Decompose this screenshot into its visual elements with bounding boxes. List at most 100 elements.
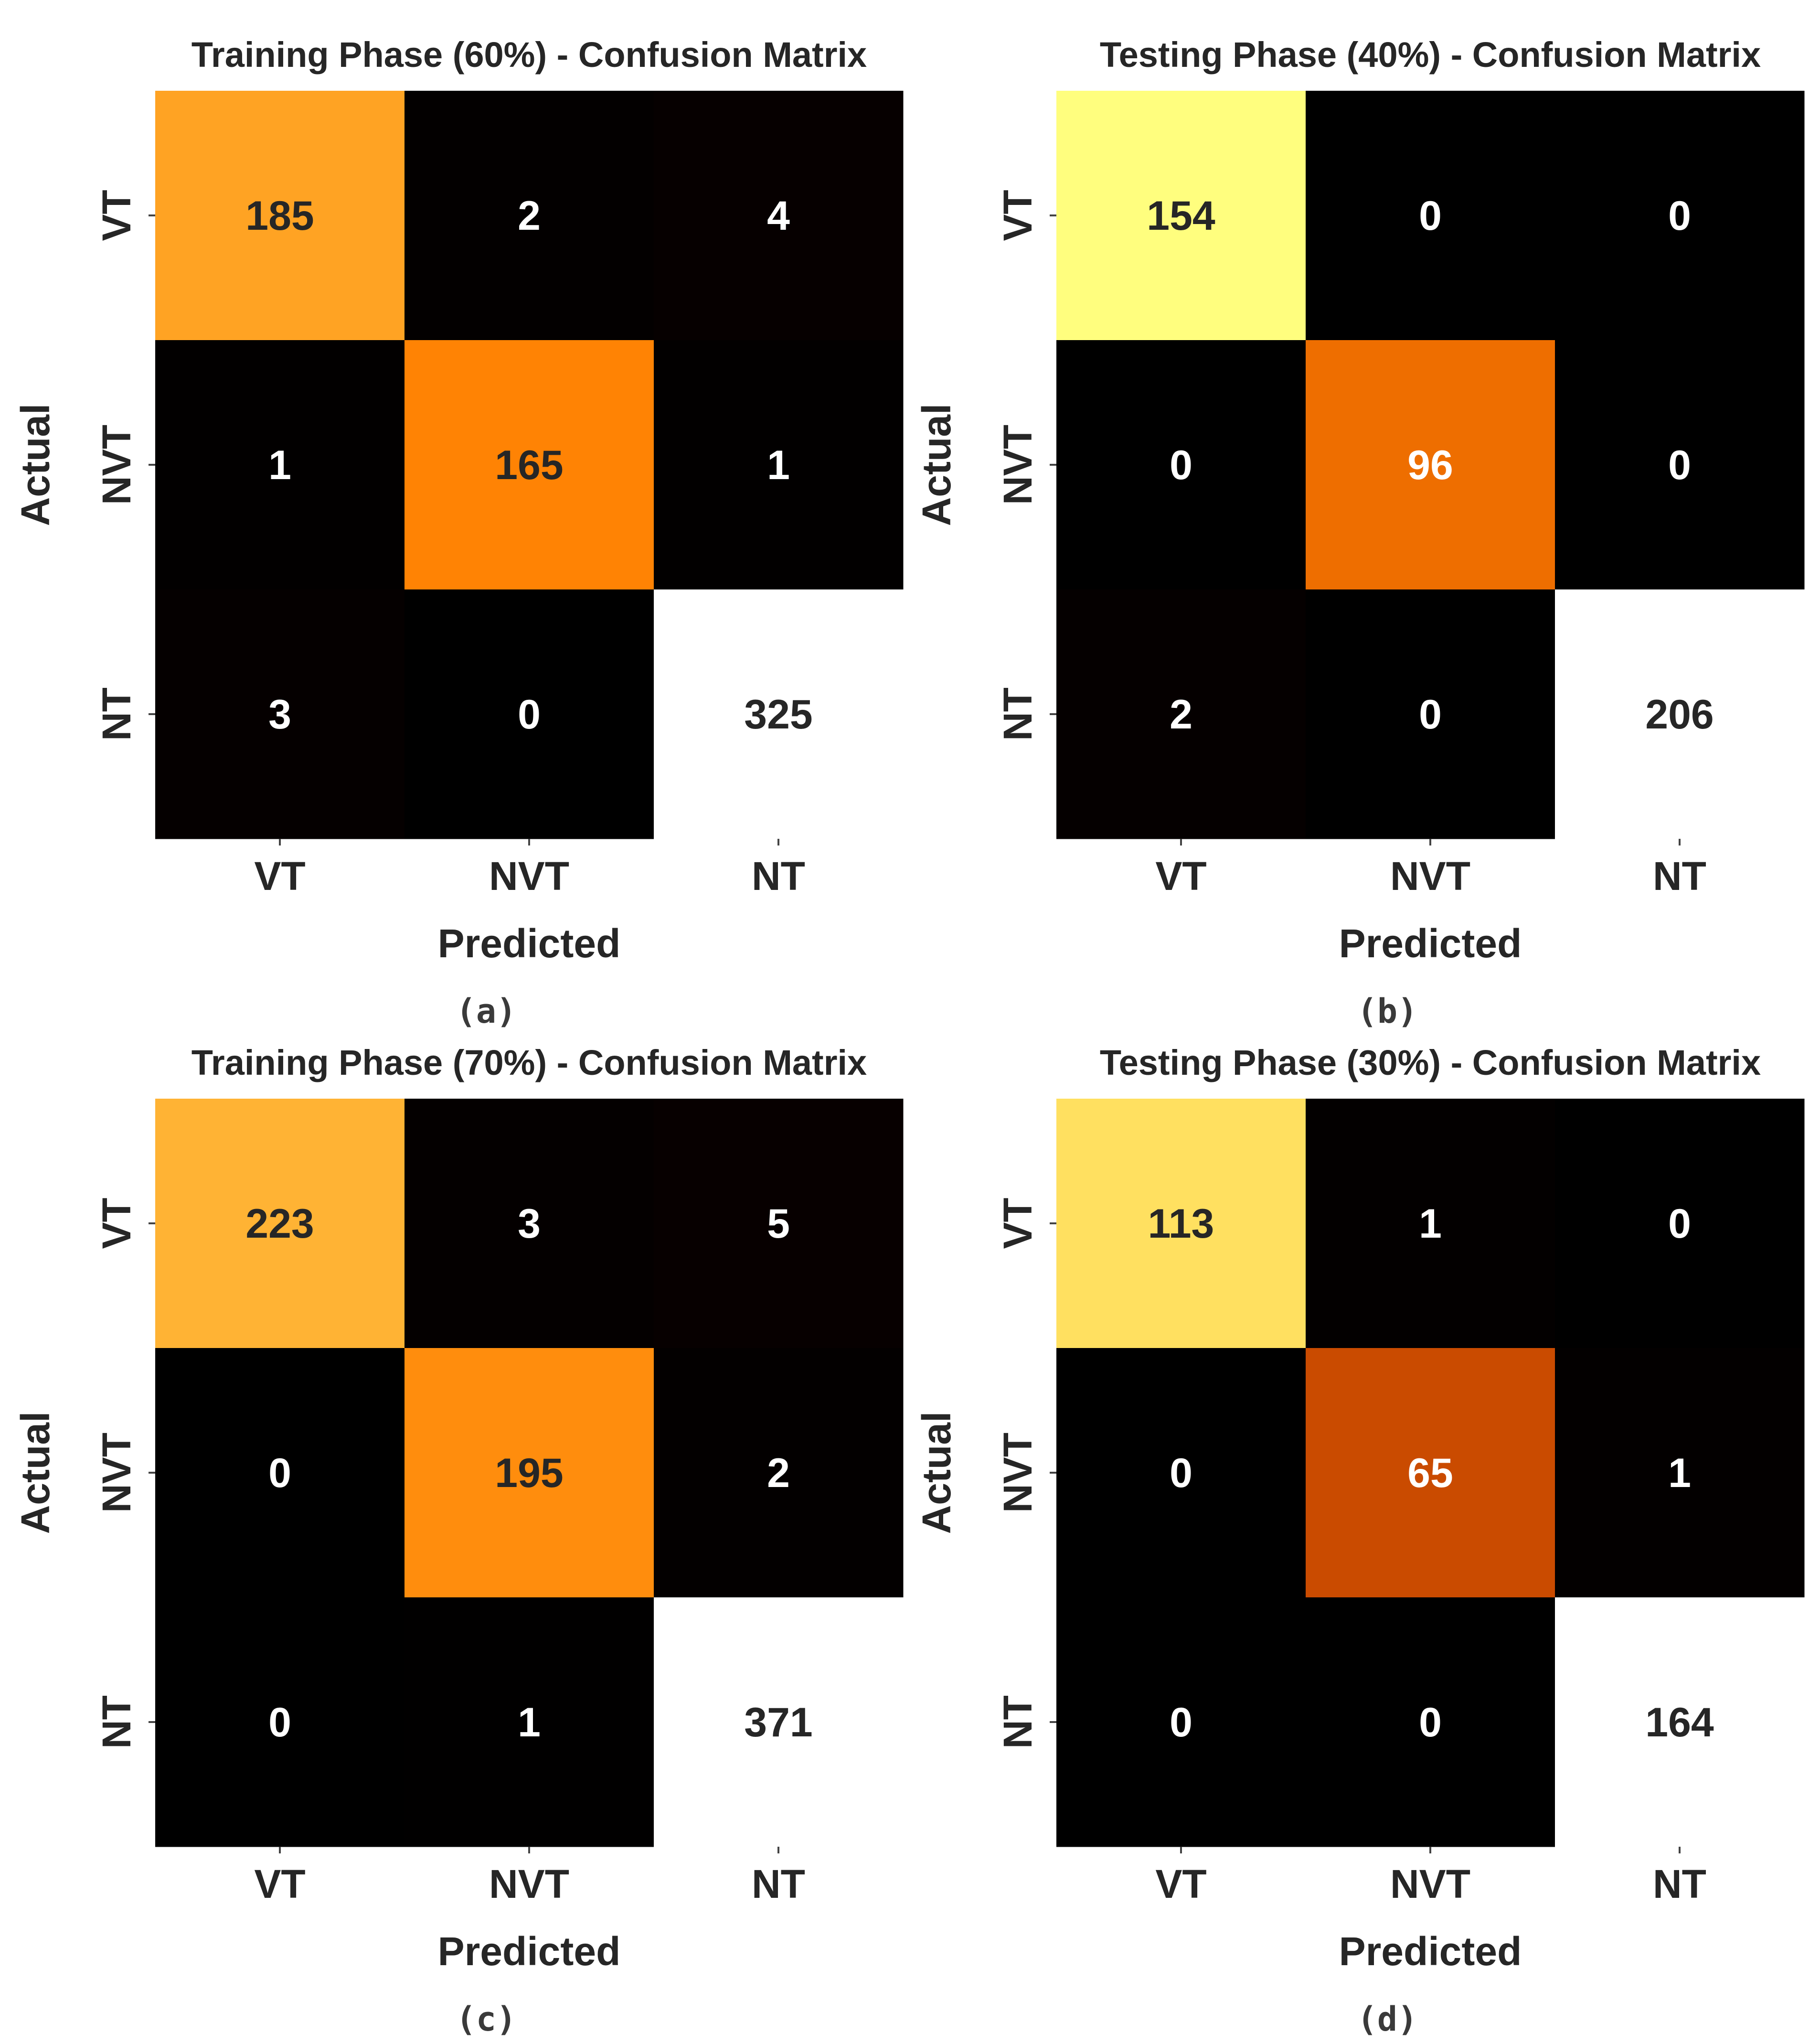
cell-value-r0-c2: 0 [1668,193,1691,239]
panel-caption: (a) [456,992,516,1031]
heatmap-cell-r1-c1 [404,1348,654,1598]
y-tick-label: NVT [995,1433,1040,1513]
cell-value-r1-c0: 0 [1170,442,1192,488]
y-tick-label: VT [995,190,1040,241]
heatmap-cell-r0-c0 [155,1099,405,1348]
cell-value-r2-c1: 0 [1419,1700,1442,1745]
cell-value-r1-c2: 2 [767,1450,790,1496]
cell-value-r2-c0: 3 [268,692,291,738]
x-tick-label: NVT [1390,854,1470,899]
cell-value-r2-c2: 164 [1645,1700,1714,1745]
y-tick-label: NVT [94,1433,139,1513]
x-axis-label: Predicted [1339,921,1522,966]
x-tick-label: NT [1653,854,1706,899]
y-tick-label: VT [995,1198,1040,1249]
cell-value-r1-c2: 0 [1668,442,1691,488]
cell-value-r1-c1: 165 [495,442,564,488]
heatmap-cell-r1-c2 [1555,340,1805,590]
panel-b: Testing Phase (40%) - Confusion Matrix 15… [914,35,1805,1031]
cell-value-r1-c1: 195 [495,1450,564,1496]
y-axis-label: Actual [13,404,58,526]
heatmap-cell-r0-c1 [404,1099,654,1348]
cell-value-r0-c0: 223 [245,1201,314,1247]
heatmap-cell-r0-c2 [1555,1099,1805,1348]
y-tick-label: NT [995,1695,1040,1749]
y-axis-label: Actual [914,1412,959,1534]
heatmap-cell-r1-c1 [1306,1348,1555,1598]
heatmap-cell-r0-c0 [1056,1099,1306,1348]
heatmap-cell-r0-c0 [1056,91,1306,341]
y-tick-label: NVT [995,425,1040,505]
cell-value-r1-c1: 65 [1407,1450,1453,1496]
x-tick-label: NVT [489,854,569,899]
x-tick-label: NVT [489,1862,569,1906]
heatmap-cell-r2-c1 [404,589,654,839]
heatmap-cell-r2-c0 [1056,1597,1306,1847]
heatmap-cell-r0-c2 [654,1099,904,1348]
y-tick-label: VT [94,190,139,241]
cell-value-r1-c2: 1 [1668,1450,1691,1496]
cell-value-r1-c0: 0 [268,1450,291,1496]
cell-value-r0-c0: 185 [245,193,314,239]
cell-value-r2-c0: 0 [1170,1700,1192,1745]
panel-caption: (d) [1357,2000,1417,2039]
cell-value-r0-c1: 0 [1419,193,1442,239]
cell-value-r0-c1: 2 [518,193,541,239]
cell-value-r2-c1: 0 [518,692,541,738]
y-tick-label: NVT [94,425,139,505]
cell-value-r0-c1: 3 [518,1201,541,1247]
heatmap-cell-r0-c2 [1555,91,1805,341]
heatmap-cell-r2-c0 [155,589,405,839]
cell-value-r2-c1: 1 [518,1700,541,1745]
heatmap-cell-r1-c0 [1056,1348,1306,1598]
x-tick-label: NVT [1390,1862,1470,1906]
x-tick-label: VT [254,854,305,899]
y-tick-label: VT [94,1198,139,1249]
heatmap-cell-r1-c0 [155,1348,405,1598]
cell-value-r1-c2: 1 [767,442,790,488]
x-tick-label: NT [1653,1862,1706,1906]
x-axis-label: Predicted [1339,1929,1522,1974]
heatmap-cell-r1-c0 [155,340,405,590]
x-tick-label: NT [752,854,805,899]
y-tick-label: NT [995,687,1040,741]
cell-value-r0-c0: 113 [1148,1201,1214,1247]
cell-value-r2-c0: 2 [1170,692,1192,738]
heatmap-cell-r2-c2 [654,589,904,839]
cell-value-r1-c0: 1 [268,442,291,488]
chart-title: Training Phase (60%) - Confusion Matrix [192,35,867,75]
panel-caption: (b) [1357,992,1417,1031]
x-tick-label: VT [1155,1862,1206,1906]
x-tick-label: VT [254,1862,305,1906]
panel-a: Training Phase (60%) - Confusion Matrix 1… [13,35,904,1031]
y-axis-label: Actual [914,404,959,526]
panel-d: Testing Phase (30%) - Confusion Matrix11… [914,1043,1805,2039]
y-tick-label: NT [94,687,139,741]
heatmap-cell-r1-c2 [654,340,904,590]
x-axis-label: Predicted [438,921,621,966]
x-tick-label: NT [752,1862,805,1906]
cell-value-r2-c2: 371 [744,1700,813,1745]
heatmap-cell-r1-c1 [404,340,654,590]
heatmap-cell-r1-c2 [1555,1348,1805,1598]
chart-title: Testing Phase (30%) - Confusion Matrix [1100,1043,1761,1082]
cell-value-r1-c0: 0 [1170,1450,1192,1496]
panel-caption: (c) [456,2000,516,2039]
heatmap-cell-r1-c1 [1306,340,1555,590]
panel-c: Training Phase (70%) - Confusion Matrix 2… [13,1043,904,2039]
heatmap-cell-r2-c1 [1306,1597,1555,1847]
cell-value-r0-c2: 0 [1668,1201,1691,1247]
heatmap-cell-r2-c2 [1555,1597,1805,1847]
cell-value-r2-c0: 0 [268,1700,291,1745]
heatmap-cell-r0-c1 [1306,1099,1555,1348]
cell-value-r0-c2: 5 [767,1201,790,1247]
heatmap-cell-r0-c1 [404,91,654,341]
heatmap-cell-r0-c1 [1306,91,1555,341]
cell-value-r2-c2: 325 [744,692,813,738]
cell-value-r2-c2: 206 [1645,692,1714,738]
heatmap-cell-r1-c2 [654,1348,904,1598]
heatmap-cell-r1-c0 [1056,340,1306,590]
heatmap-cell-r2-c1 [404,1597,654,1847]
x-axis-label: Predicted [438,1929,621,1974]
